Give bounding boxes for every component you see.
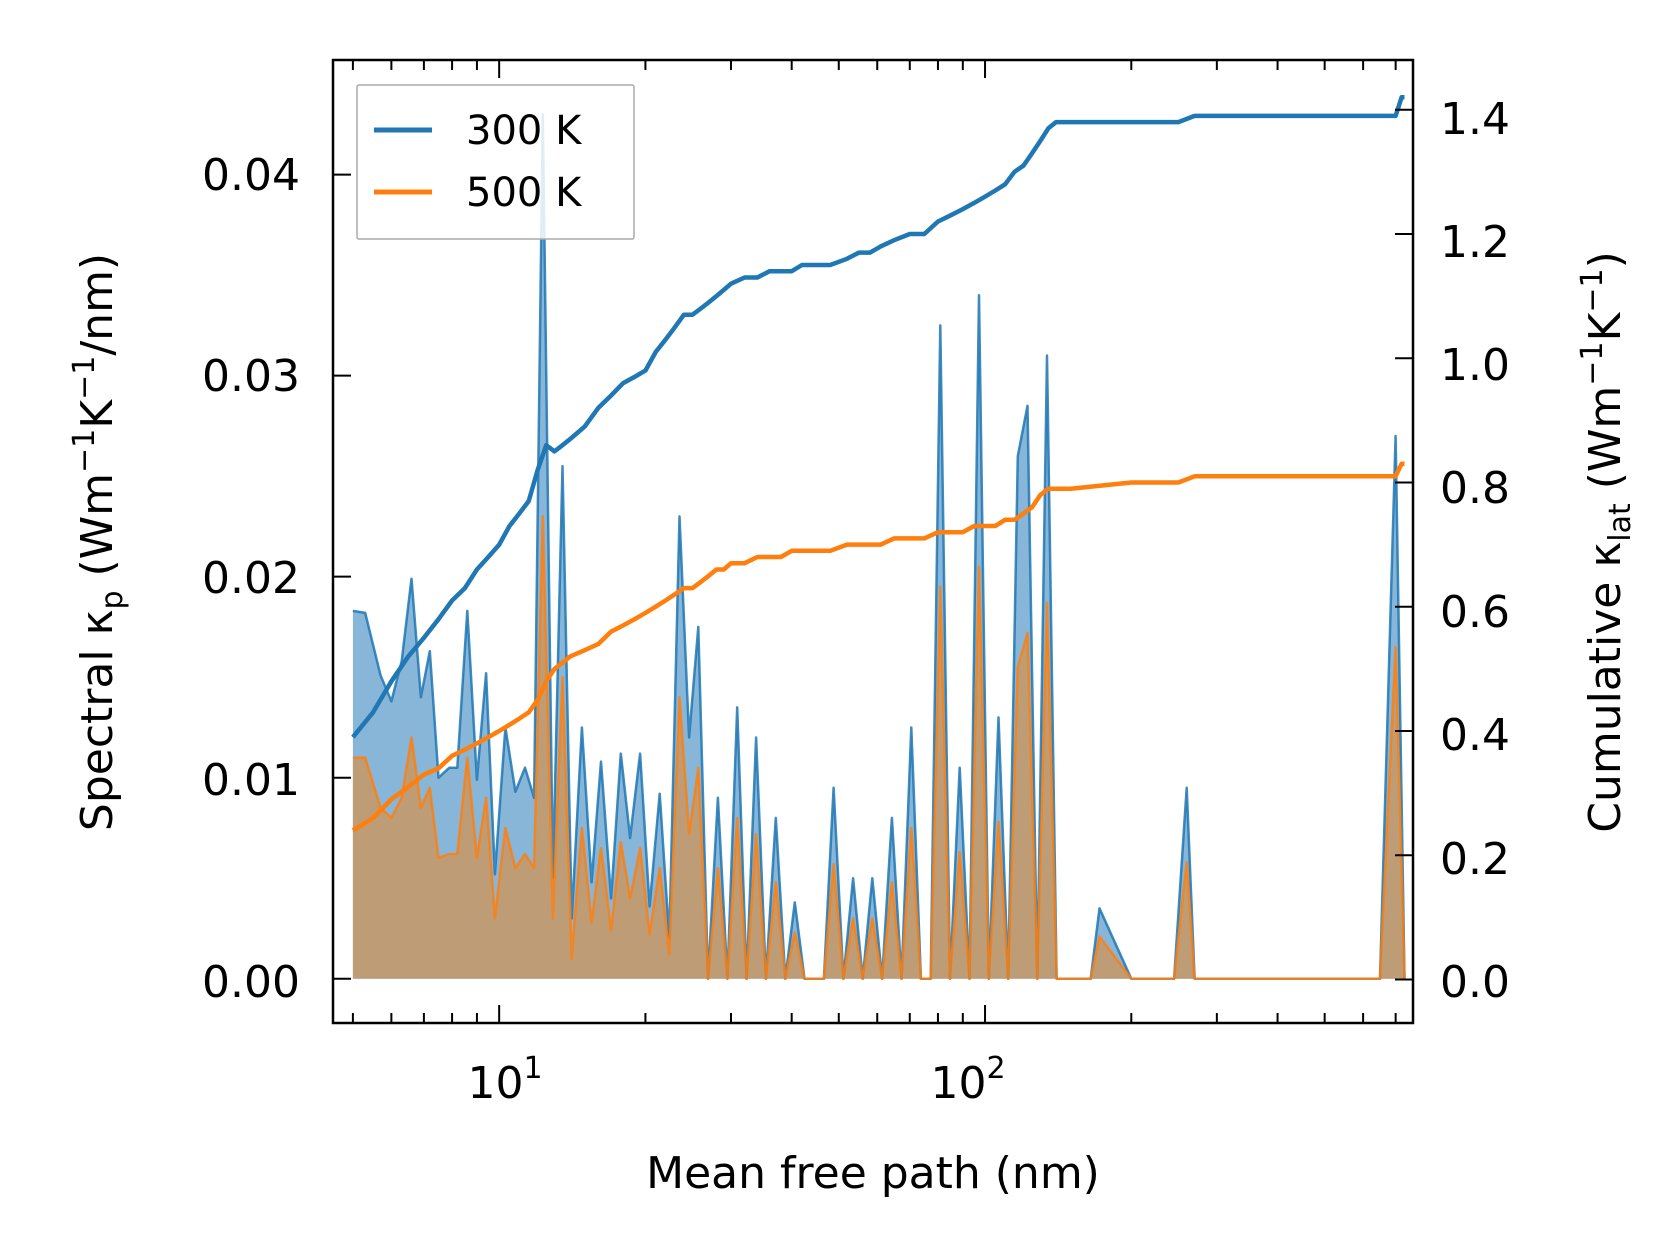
y2-tick-label: 0.4 bbox=[1440, 710, 1510, 761]
x-axis-label: Mean free path (nm) bbox=[646, 1148, 1100, 1199]
legend: 300 K 500 K bbox=[356, 84, 635, 240]
legend-label-500k: 500 K bbox=[466, 170, 583, 216]
y-tick-label: 0.03 bbox=[202, 351, 300, 402]
y2-tick-label: 0.6 bbox=[1440, 587, 1510, 638]
spectral-area-500k bbox=[352, 516, 1405, 979]
x-tick-label-10-2: 102 bbox=[930, 1051, 1005, 1109]
y2-tick-label: 0.2 bbox=[1440, 834, 1510, 885]
y-tick-label: 0.00 bbox=[202, 957, 300, 1008]
spectral-line-300k bbox=[352, 113, 1406, 981]
x-tick-label-10-1: 101 bbox=[467, 1051, 542, 1109]
axes-frame bbox=[331, 58, 1415, 1025]
y2-tick-label: 1.2 bbox=[1440, 217, 1510, 268]
legend-box bbox=[356, 84, 635, 240]
cumulative-line-500k bbox=[351, 461, 1405, 833]
y-tick-label: 0.04 bbox=[202, 150, 300, 201]
legend-label-300k: 300 K bbox=[466, 108, 583, 154]
plot-area bbox=[351, 95, 1406, 981]
y2-tick-label: 1.4 bbox=[1440, 94, 1510, 145]
ticks bbox=[333, 60, 1413, 1023]
y2-tick-label: 0.0 bbox=[1440, 957, 1510, 1008]
y2-axis-label: Cumulative κlat (Wm−1K−1) bbox=[1575, 251, 1638, 833]
y-axis-label: Spectral κp (Wm−1K−1/nm) bbox=[67, 253, 130, 831]
y-tick-label: 0.01 bbox=[202, 755, 300, 806]
y-tick-label: 0.02 bbox=[202, 553, 300, 604]
spectral-line-500k bbox=[352, 515, 1406, 981]
y2-tick-label: 0.8 bbox=[1440, 463, 1510, 514]
y2-tick-label: 1.0 bbox=[1440, 340, 1510, 391]
cumulative-line-300k bbox=[351, 95, 1405, 739]
